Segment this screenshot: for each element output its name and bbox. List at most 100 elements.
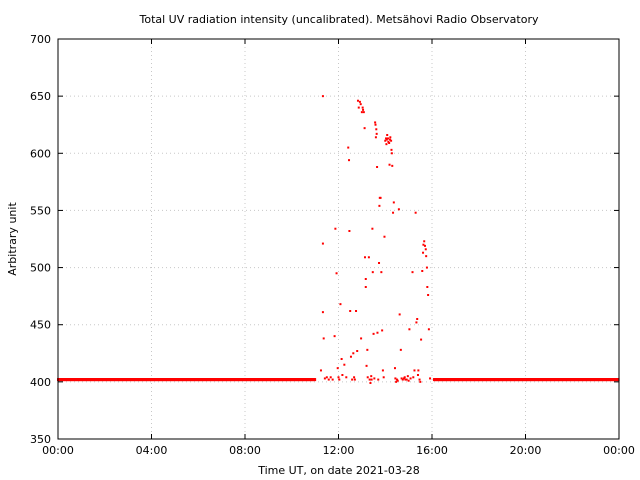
data-point bbox=[345, 376, 348, 379]
data-point bbox=[321, 311, 324, 314]
data-point bbox=[366, 348, 369, 351]
baseline-series bbox=[57, 378, 620, 382]
data-point bbox=[356, 350, 359, 352]
data-point bbox=[364, 286, 367, 288]
data-point bbox=[388, 138, 391, 141]
data-point bbox=[341, 374, 344, 376]
data-point bbox=[416, 374, 419, 376]
data-point bbox=[325, 376, 328, 379]
data-point bbox=[362, 108, 365, 111]
data-point bbox=[394, 377, 397, 380]
x-tick-label: 12:00 bbox=[323, 444, 355, 457]
data-point bbox=[353, 378, 356, 381]
data-point bbox=[412, 376, 415, 379]
data-point bbox=[374, 123, 377, 126]
data-point bbox=[426, 286, 429, 288]
data-point bbox=[360, 337, 363, 340]
data-point bbox=[396, 379, 399, 382]
data-point bbox=[363, 256, 366, 259]
data-points bbox=[319, 95, 432, 384]
data-point bbox=[353, 376, 356, 379]
data-point bbox=[319, 369, 322, 372]
data-point bbox=[321, 95, 324, 98]
x-tick-label: 00:00 bbox=[42, 444, 74, 457]
data-point bbox=[383, 235, 386, 238]
data-point bbox=[413, 369, 416, 372]
y-tick-label: 450 bbox=[30, 319, 51, 332]
data-point bbox=[329, 376, 332, 379]
data-point bbox=[356, 99, 359, 102]
data-point bbox=[397, 208, 400, 211]
data-point bbox=[408, 328, 411, 331]
data-point bbox=[381, 369, 384, 372]
data-point bbox=[375, 132, 378, 135]
x-tick-label: 04:00 bbox=[136, 444, 168, 457]
data-point bbox=[349, 310, 352, 312]
data-point bbox=[338, 378, 341, 381]
data-point bbox=[321, 242, 324, 245]
x-tick-label: 00:00 bbox=[603, 444, 635, 457]
data-point bbox=[385, 137, 388, 140]
data-point bbox=[391, 164, 394, 167]
data-point bbox=[423, 244, 426, 247]
data-point bbox=[365, 364, 368, 367]
data-point bbox=[361, 106, 364, 109]
data-point bbox=[334, 227, 337, 230]
data-point bbox=[366, 376, 369, 379]
baseline-point bbox=[314, 378, 317, 382]
data-point bbox=[384, 139, 387, 142]
data-point bbox=[411, 271, 414, 274]
data-point bbox=[414, 211, 417, 214]
y-tick-label: 700 bbox=[30, 33, 51, 46]
x-axis-label: Time UT, on date 2021-03-28 bbox=[257, 464, 420, 477]
data-point bbox=[422, 251, 425, 254]
data-point bbox=[386, 137, 389, 140]
data-point bbox=[385, 143, 388, 146]
data-point bbox=[420, 338, 423, 341]
data-point bbox=[340, 358, 343, 360]
data-point bbox=[372, 332, 375, 335]
data-point bbox=[399, 348, 402, 351]
axis-ticks: 00:00 04:00 08:00 12:00 16:00 20:00 00:0035040… bbox=[30, 33, 635, 457]
data-point bbox=[327, 378, 330, 381]
data-point bbox=[402, 377, 405, 380]
y-tick-label: 550 bbox=[30, 204, 51, 217]
data-point bbox=[395, 378, 398, 381]
data-point bbox=[425, 255, 428, 258]
x-tick-label: 08:00 bbox=[229, 444, 261, 457]
data-point bbox=[389, 136, 392, 139]
data-point bbox=[427, 328, 430, 331]
data-point bbox=[387, 140, 390, 143]
data-point bbox=[352, 352, 355, 355]
data-point bbox=[423, 240, 426, 243]
y-tick-label: 400 bbox=[30, 376, 51, 389]
data-point bbox=[359, 103, 362, 106]
chart-title: Total UV radiation intensity (uncalibrat… bbox=[139, 13, 539, 26]
data-point bbox=[406, 375, 409, 378]
data-point bbox=[369, 382, 372, 384]
data-point bbox=[333, 335, 336, 338]
data-point bbox=[398, 313, 401, 316]
data-point bbox=[380, 271, 383, 274]
data-point bbox=[374, 121, 377, 124]
data-point bbox=[368, 378, 371, 381]
y-tick-label: 600 bbox=[30, 147, 51, 160]
data-point bbox=[385, 138, 388, 141]
data-point bbox=[401, 378, 404, 381]
x-tick-label: 16:00 bbox=[416, 444, 448, 457]
data-point bbox=[390, 152, 393, 155]
y-tick-label: 650 bbox=[30, 90, 51, 103]
data-point bbox=[416, 318, 419, 320]
data-point bbox=[360, 111, 363, 114]
data-point bbox=[373, 377, 376, 380]
data-point bbox=[393, 367, 396, 370]
grid-lines bbox=[58, 39, 619, 439]
data-point bbox=[422, 243, 425, 246]
data-point bbox=[376, 166, 379, 168]
data-point bbox=[415, 321, 418, 324]
y-tick-label: 500 bbox=[30, 262, 51, 275]
data-point bbox=[429, 377, 432, 380]
data-point bbox=[409, 377, 412, 380]
data-point bbox=[358, 100, 361, 103]
